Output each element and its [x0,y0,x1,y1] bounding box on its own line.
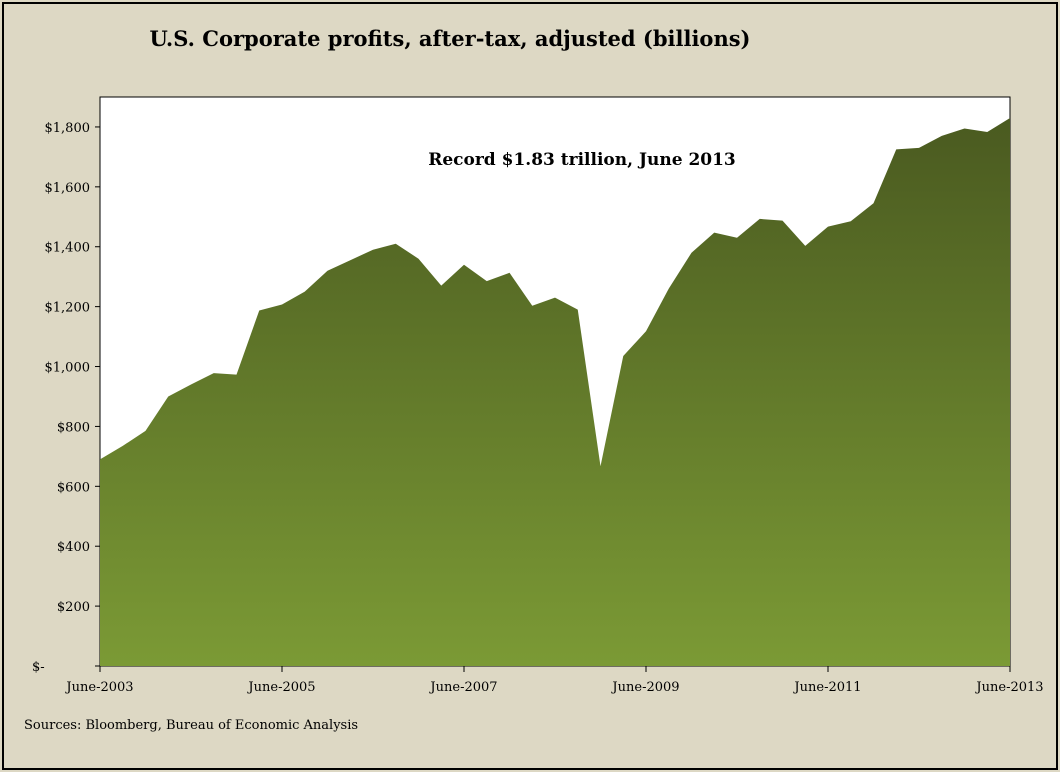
x-tick-label: June-2007 [428,680,497,695]
y-tick-label: $600 [57,480,90,495]
x-tick-label: June-2011 [792,680,861,695]
y-tick-label: $1,200 [45,301,91,316]
y-tick-label: $1,600 [45,181,91,196]
chart-source: Sources: Bloomberg, Bureau of Economic A… [24,718,359,733]
x-tick-label: June-2013 [974,680,1043,695]
y-tick-label: $1,000 [45,361,91,376]
x-tick-label: June-2009 [610,680,679,695]
chart-title: U.S. Corporate profits, after-tax, adjus… [149,26,751,51]
y-tick-label: $800 [57,420,90,435]
y-tick-label: $- [32,660,45,675]
profits-area [100,117,1010,666]
y-tick-label: $1,400 [45,241,91,256]
x-tick-label: June-2005 [246,680,315,695]
chart-annotation: Record $1.83 trillion, June 2013 [428,150,736,170]
y-tick-label: $200 [57,600,90,615]
y-tick-label: $1,800 [45,121,91,136]
y-tick-label: $400 [57,540,90,555]
x-tick-label: June-2003 [64,680,133,695]
